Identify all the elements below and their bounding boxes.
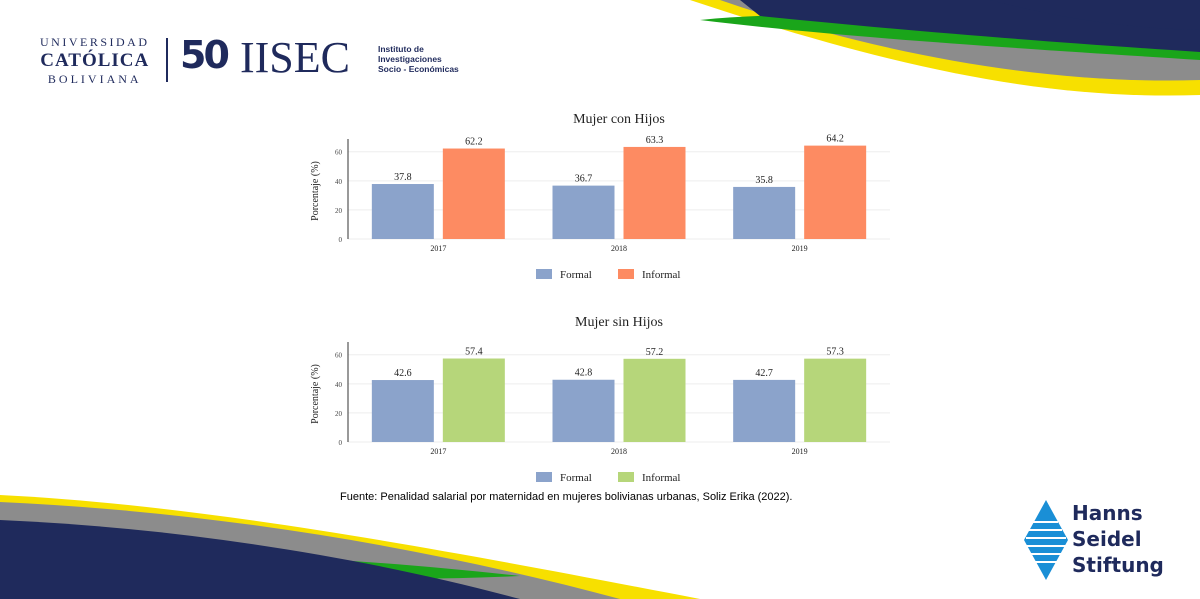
legend-label: Informal [642,269,680,281]
iisec-subtitle-line1: Instituto de [378,44,424,54]
data-label: 57.4 [465,347,483,358]
hss-line1: Hanns [1072,501,1143,525]
y-tick-label: 40 [335,381,343,389]
y-tick-label: 0 [339,236,343,244]
legend-swatch [618,269,634,279]
y-axis-label: Porcentaje (%) [310,364,321,424]
source-note: Fuente: Penalidad salarial por maternida… [340,491,793,503]
ucb-logo-line3: BOLIVIANA [47,72,142,86]
hanns-seidel-stiftung-logo-mark [1024,500,1068,580]
data-label: 62.2 [465,137,483,148]
logo-divider [166,38,168,82]
iisec-subtitle-line2: Investigaciones [378,54,442,64]
chart-mujer-con-hijos: Mujer con Hijos 0 20 40 60 Porcentaje (%) 37.8… [310,112,890,281]
y-axis-label: Porcentaje (%) [310,161,321,221]
data-label: 64.2 [826,134,844,145]
ucb-logo-line2: CATÓLICA [40,50,150,71]
y-tick-label: 20 [335,207,343,215]
x-tick-label: 2018 [611,244,627,253]
data-label: 42.7 [755,368,773,379]
hanns-seidel-stiftung-logo-text: Hanns Seidel Stiftung [1072,500,1164,578]
bar-formal-2019 [733,186,796,239]
ucb-logo-line1: UNIVERSIDAD [40,35,150,49]
data-label: 36.7 [575,174,593,185]
x-tick-label: 2019 [792,244,808,253]
y-tick-label: 60 [335,149,343,157]
legend-swatch [536,472,552,482]
data-label: 42.8 [575,368,593,379]
legend-swatch [618,472,634,482]
data-label: 35.8 [755,175,773,186]
iisec-subtitle: Instituto de Investigaciones Socio - Eco… [378,44,468,74]
legend-label: Informal [642,472,680,484]
iisec-subtitle-line3: Socio - Económicas [378,64,459,74]
data-label: 57.3 [826,347,844,358]
bar-informal-2019 [804,145,867,239]
data-label: 42.6 [394,368,412,379]
anniversary-50-logo: 50 [180,33,230,77]
chart-mujer-sin-hijos: Mujer sin Hijos 0 20 40 60 Porcentaje (%) 42.6… [310,315,890,484]
chart-title: Mujer con Hijos [573,112,665,127]
x-tick-label: 2018 [611,447,627,456]
y-tick-label: 20 [335,410,343,418]
data-label: 37.8 [394,172,412,183]
bar-informal-2017 [442,358,505,442]
bar-formal-2019 [733,379,796,442]
x-tick-label: 2017 [430,244,446,253]
legend-swatch [536,269,552,279]
data-label: 63.3 [646,135,664,146]
x-tick-label: 2019 [792,447,808,456]
y-tick-label: 0 [339,439,343,447]
y-tick-label: 40 [335,178,343,186]
iisec-logo: IISEC [240,33,350,82]
bar-informal-2017 [442,148,505,239]
bar-formal-2017 [371,184,434,239]
legend-label: Formal [560,269,592,281]
bar-formal-2017 [371,380,434,442]
legend-label: Formal [560,472,592,484]
hss-line2: Seidel [1072,527,1142,551]
bar-formal-2018 [552,185,615,239]
hss-line3: Stiftung [1072,553,1164,577]
bar-informal-2018 [623,358,686,442]
ucb-logo: UNIVERSIDAD CATÓLICA BOLIVIANA [40,36,150,85]
data-label: 57.2 [646,347,664,358]
x-tick-label: 2017 [430,447,446,456]
bar-informal-2019 [804,358,867,442]
bar-formal-2018 [552,379,615,442]
bar-informal-2018 [623,146,686,239]
chart-title: Mujer sin Hijos [575,315,663,330]
y-tick-label: 60 [335,352,343,360]
